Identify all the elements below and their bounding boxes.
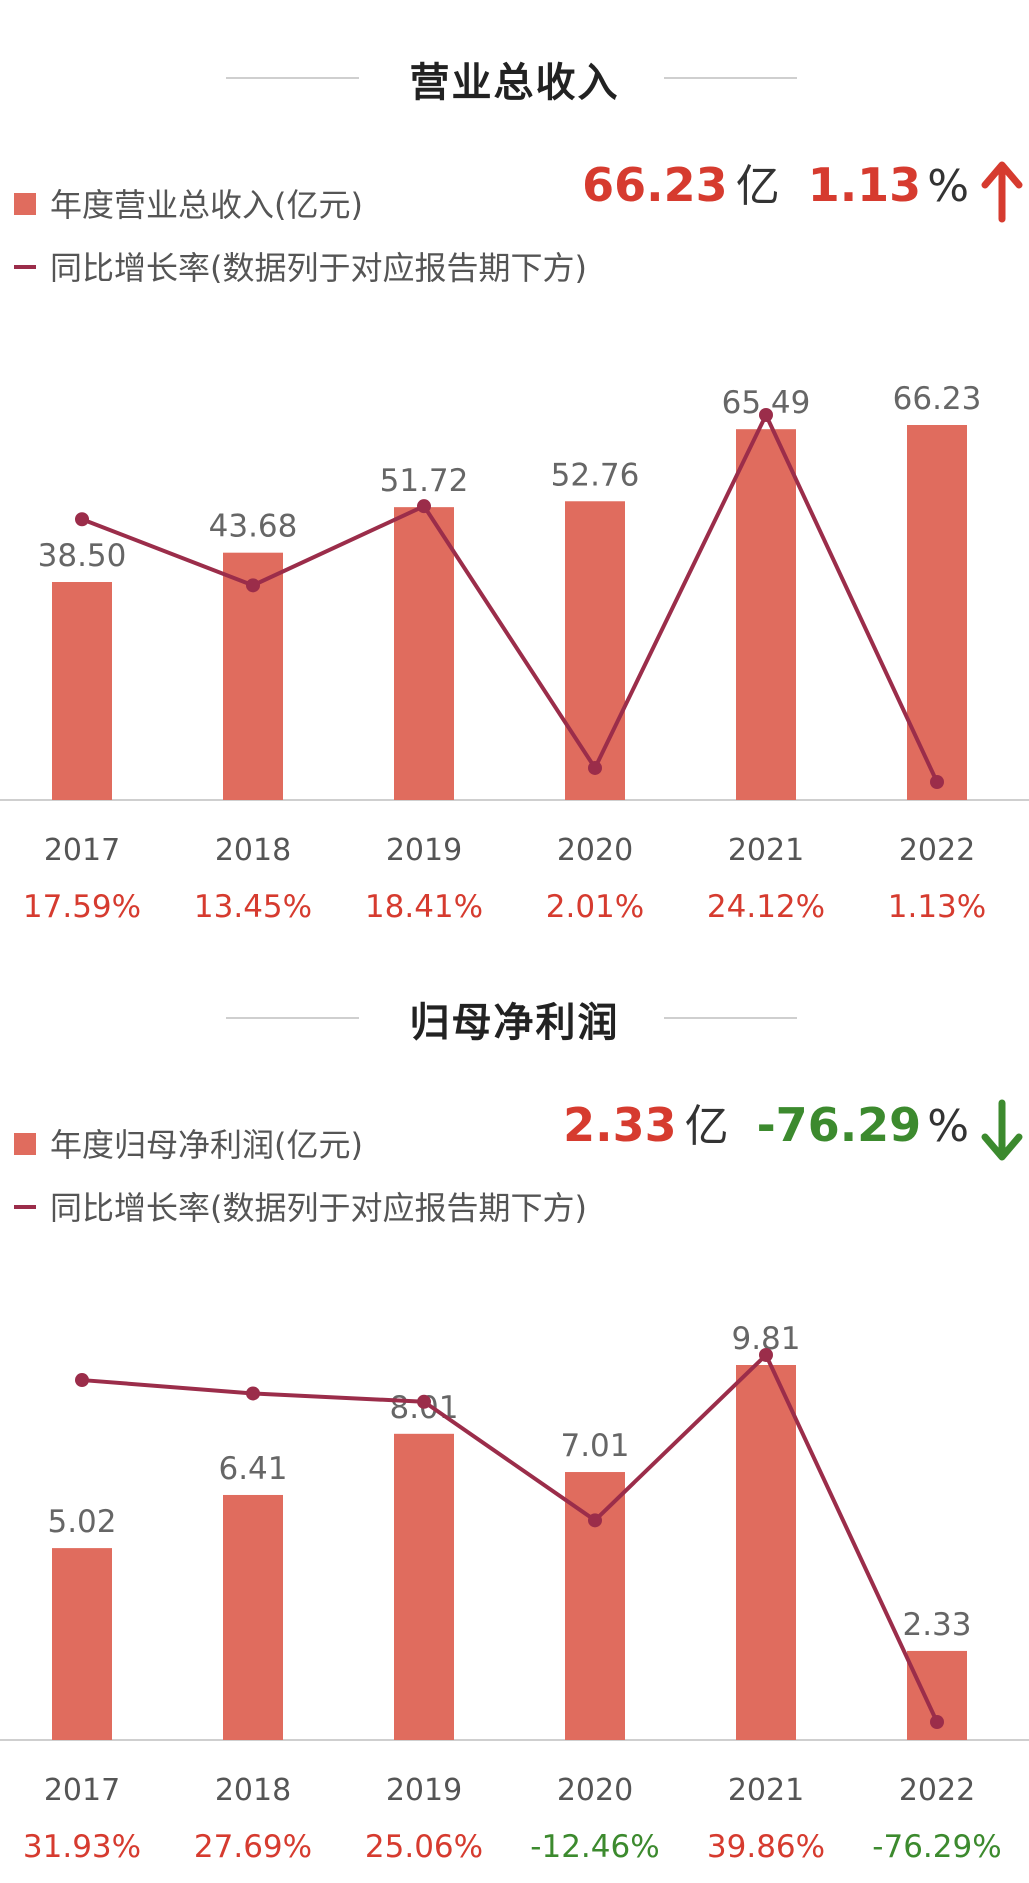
bar	[52, 1548, 112, 1740]
bar-swatch	[14, 193, 36, 215]
bar	[52, 582, 112, 800]
growth-line	[81, 413, 939, 783]
title-divider-right	[664, 1017, 797, 1019]
bar	[394, 507, 454, 800]
profit-chart: 5.02201731.93%6.41201827.69%8.01201925.0…	[0, 1321, 1029, 1865]
up-arrow-icon	[981, 161, 1023, 222]
revenue-summary-pct: 1.13	[807, 158, 922, 212]
profit-legend-bar: 年度归母净利润(亿元)	[14, 1120, 363, 1166]
bar	[565, 1472, 625, 1740]
revenue-chart: 38.50 2017 17.59% 43.68 2018 13.45% 51.72 2019 1…	[0, 381, 1029, 925]
revenue-legend-bar: 年度营业总收入(亿元)	[14, 180, 363, 226]
title-divider-left	[226, 77, 359, 79]
growth-point	[246, 578, 260, 593]
bar	[736, 1365, 796, 1740]
growth-point	[246, 1386, 260, 1401]
x-tick-label: 2020	[557, 1773, 633, 1808]
growth-point	[588, 760, 602, 775]
growth-rate-label: 13.45%	[194, 889, 312, 925]
growth-rate-label: 25.06%	[365, 1829, 483, 1865]
growth-rate-label: 39.86%	[707, 1829, 825, 1865]
bar-value-label: 7.01	[560, 1428, 629, 1464]
down-arrow-icon	[981, 1099, 1023, 1160]
x-tick-label: 2022	[899, 833, 975, 868]
profit-summary-pct: -76.29	[756, 1098, 922, 1152]
growth-rate-label: 18.41%	[365, 889, 483, 925]
profit-legend-line: 同比增长率(数据列于对应报告期下方)	[14, 1183, 587, 1229]
growth-rate-label: 17.59%	[23, 889, 141, 925]
growth-rate-label: 1.13%	[888, 889, 986, 925]
x-tick-label: 2017	[44, 833, 120, 868]
profit-summary-value: 2.33	[563, 1098, 677, 1152]
growth-point	[759, 408, 773, 422]
bar-value-label: 52.76	[551, 457, 640, 493]
bar	[394, 1433, 454, 1740]
bar	[223, 1494, 283, 1740]
profit-legend-bar-label: 年度归母净利润(亿元)	[50, 1126, 363, 1164]
bar-value-label: 5.02	[47, 1504, 116, 1540]
revenue-summary: 66.23 亿 1.13%	[429, 150, 1029, 230]
title-divider-left	[226, 1017, 359, 1019]
growth-point	[75, 512, 89, 527]
bar-value-label: 51.72	[380, 463, 469, 499]
bar-value-label: 38.50	[38, 538, 127, 574]
revenue-summary-value: 66.23	[582, 158, 728, 212]
growth-point	[417, 499, 431, 514]
growth-rate-label: 24.12%	[707, 889, 825, 925]
growth-rate-label: -76.29%	[872, 1829, 1001, 1865]
bar-value-label: 43.68	[209, 509, 298, 545]
x-tick-label: 2019	[386, 833, 462, 868]
profit-panel: 归母净利润 年度归母净利润(亿元) 同比增长率(数据列于对应报告期下方) 2.3…	[0, 940, 1029, 1883]
bar	[565, 501, 625, 800]
x-tick-label: 2018	[215, 833, 291, 868]
profit-summary: 2.33 亿 -76.29%	[429, 1090, 1029, 1170]
growth-point	[930, 1715, 944, 1729]
bar-value-label: 2.33	[902, 1607, 971, 1643]
growth-point	[588, 1513, 602, 1528]
profit-summary-unit: 亿	[684, 1101, 729, 1152]
bar-value-label: 6.41	[218, 1451, 287, 1487]
x-tick-label: 2017	[44, 1773, 120, 1808]
x-tick-label: 2019	[386, 1773, 462, 1808]
growth-point	[75, 1373, 89, 1388]
x-tick-label: 2021	[728, 1773, 804, 1808]
x-tick-label: 2018	[215, 1773, 291, 1808]
profit-chart-title: 归母净利润	[409, 1000, 620, 1046]
revenue-legend-bar-label: 年度营业总收入(亿元)	[50, 186, 363, 224]
bar	[907, 425, 967, 800]
revenue-legend-line-label: 同比增长率(数据列于对应报告期下方)	[50, 249, 587, 287]
profit-title-row: 归母净利润	[0, 982, 1029, 1052]
line-swatch	[14, 265, 36, 269]
x-tick-label: 2020	[557, 833, 633, 868]
bar	[736, 429, 796, 800]
growth-point	[930, 775, 944, 789]
growth-point	[417, 1394, 431, 1409]
revenue-legend-line: 同比增长率(数据列于对应报告期下方)	[14, 243, 587, 289]
revenue-chart-title: 营业总收入	[409, 60, 620, 106]
profit-legend-line-label: 同比增长率(数据列于对应报告期下方)	[50, 1189, 587, 1227]
line-swatch	[14, 1205, 36, 1209]
growth-rate-label: -12.46%	[530, 1829, 659, 1865]
bar-swatch	[14, 1133, 36, 1155]
revenue-title-row: 营业总收入	[0, 42, 1029, 112]
growth-line	[81, 1353, 939, 1723]
bar	[223, 552, 283, 800]
growth-rate-label: 2.01%	[546, 889, 644, 925]
revenue-summary-pct-unit: %	[927, 161, 969, 212]
revenue-panel: 营业总收入 年度营业总收入(亿元) 同比增长率(数据列于对应报告期下方) 66.…	[0, 0, 1029, 940]
title-divider-right	[664, 77, 797, 79]
growth-rate-label: 27.69%	[194, 1829, 312, 1865]
x-tick-label: 2021	[728, 833, 804, 868]
profit-summary-pct-unit: %	[927, 1101, 969, 1152]
growth-rate-label: 31.93%	[23, 1829, 141, 1865]
bar-value-label: 66.23	[893, 381, 982, 417]
x-tick-label: 2022	[899, 1773, 975, 1808]
revenue-summary-unit: 亿	[735, 161, 780, 212]
growth-point	[759, 1348, 773, 1362]
